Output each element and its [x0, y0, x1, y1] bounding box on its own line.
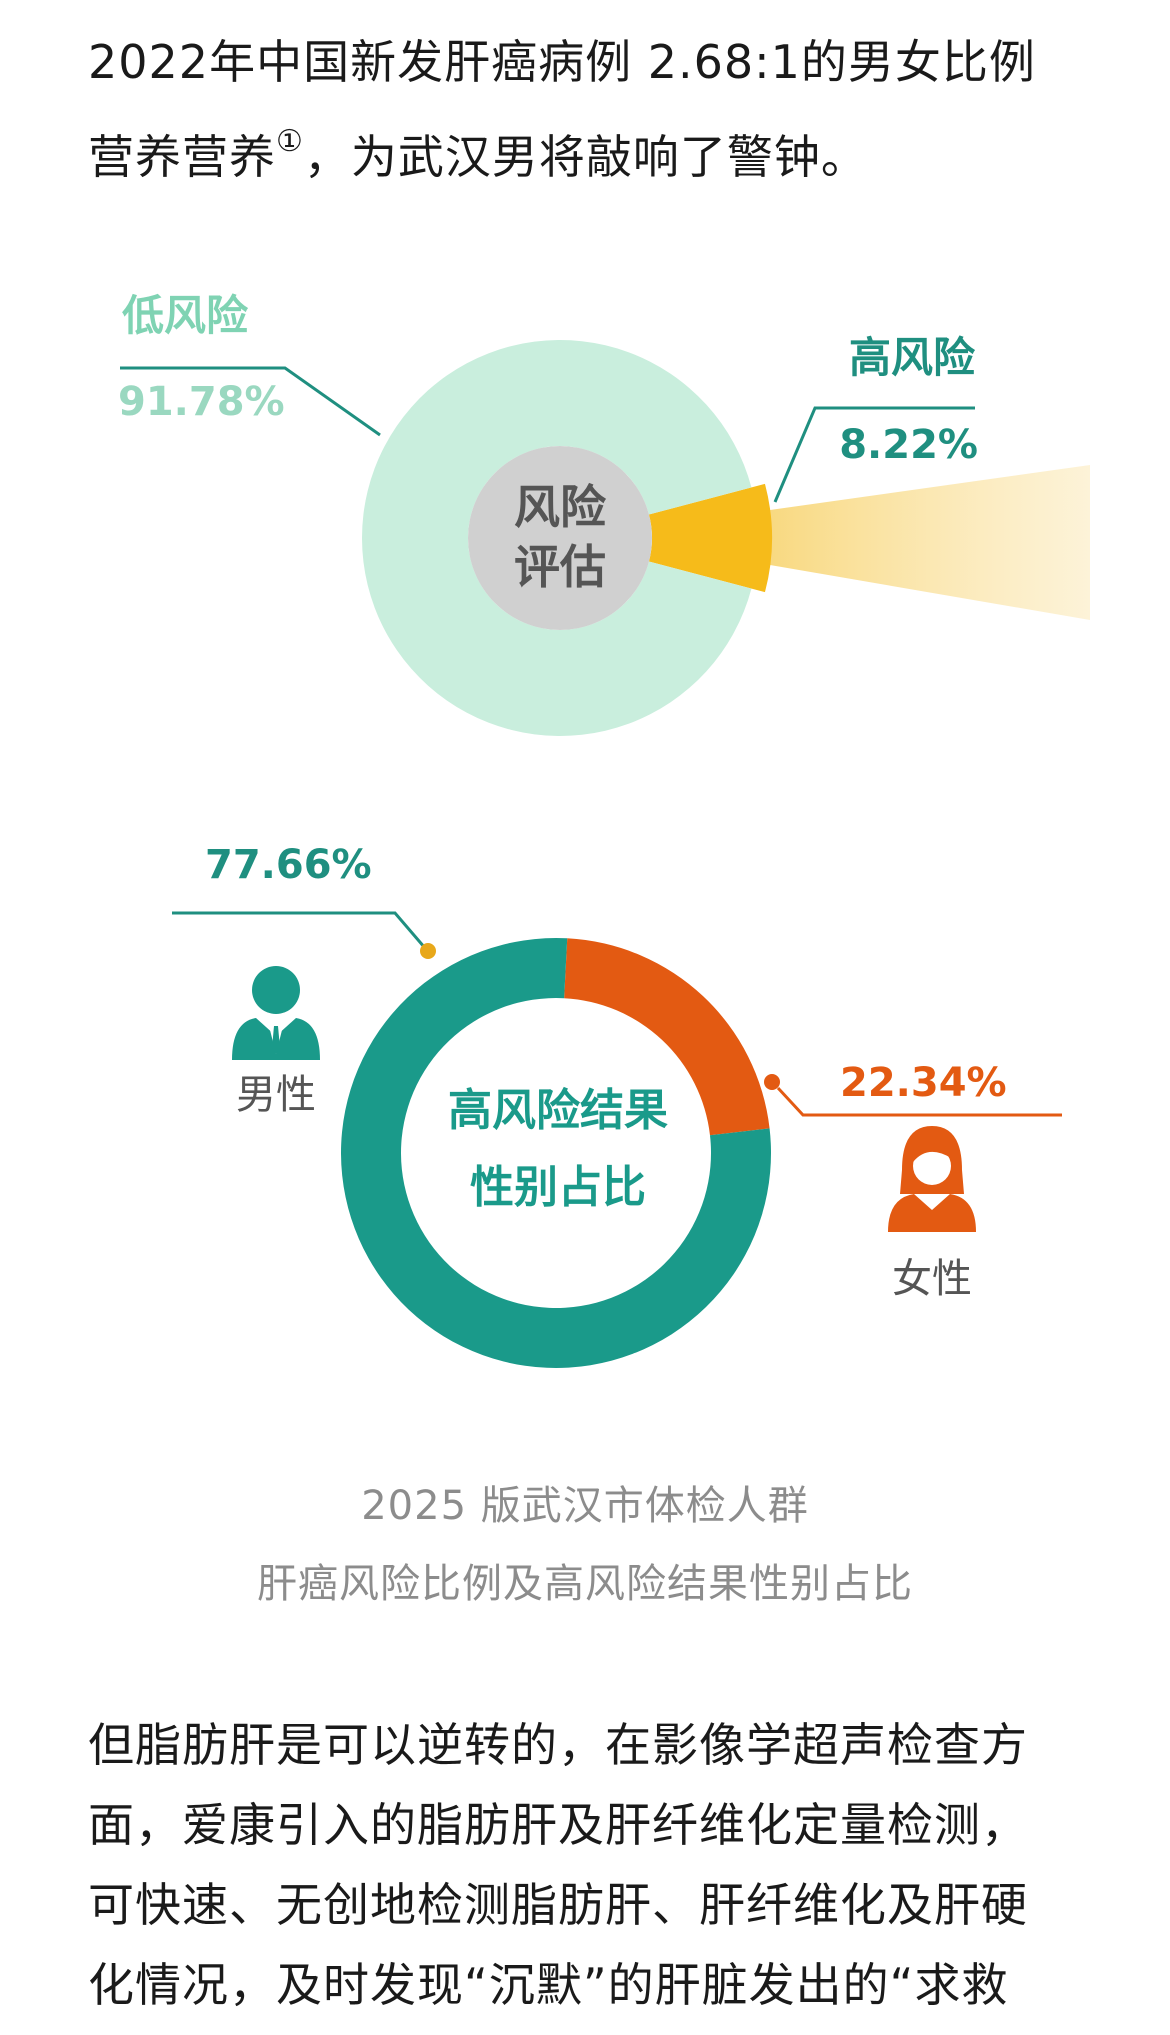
low-risk-value: 91.78% [118, 379, 285, 425]
intro-line-2-start: 营养营养 [88, 130, 276, 184]
body-line-2: 面，爱康引入的脂肪肝及肝纤维化定量检测， [88, 1798, 1028, 1852]
low-risk-leader-line [120, 366, 381, 437]
donut-slice-risk-0 [648, 483, 772, 593]
gender-center-label-2: 性别占比 [470, 1162, 646, 1213]
footnote-marker[interactable]: ① [276, 124, 304, 159]
male-person-icon [232, 966, 320, 1060]
intro-line-2-end: ，为武汉男将敲响了警钟。 [303, 130, 868, 184]
body-line-1: 但脂肪肝是可以逆转的，在影像学超声检查方 [88, 1718, 1028, 1772]
body-paragraph: 但脂肪肝是可以逆转的，在影像学超声检查方 面，爱康引入的脂肪肝及肝纤维化定量检测… [88, 1705, 1088, 2025]
body-line-3: 可快速、无创地检测脂肪肝、肝纤维化及肝硬 [88, 1878, 1028, 1932]
intro-paragraph: 2022年中国新发肝癌病例 2.68:1的男女比例 营养营养①，为武汉男将敲响了… [88, 22, 1088, 197]
risk-donut-slices [362, 339, 772, 737]
donut-slice-gender-0 [564, 938, 770, 1136]
intro-line-1: 2022年中国新发肝癌病例 2.68:1的男女比例 [88, 35, 1036, 89]
male-leader-dot [420, 943, 436, 959]
male-value: 77.66% [205, 842, 372, 888]
risk-center-label-2: 评估 [514, 540, 606, 594]
male-label: 男性 [236, 1072, 316, 1118]
gender-donut-slices [341, 938, 771, 1368]
male-leader-line [172, 911, 427, 949]
low-risk-label: 低风险 [122, 291, 249, 340]
risk-center-circle [468, 446, 652, 630]
intro-line-2: 营养营养①，为武汉男将敲响了警钟。 [88, 102, 1088, 197]
figure-caption: 2025 版武汉市体检人群 肝癌风险比例及高风险结果性别占比 [0, 1467, 1170, 1623]
gender-center-label-1: 高风险结果 [448, 1085, 668, 1136]
female-label: 女性 [892, 1256, 972, 1302]
risk-center-label-1: 风险 [514, 480, 607, 534]
caption-line-2: 肝癌风险比例及高风险结果性别占比 [257, 1561, 913, 1607]
high-risk-leader-line [773, 406, 975, 503]
high-risk-highlight-beam [770, 465, 1090, 620]
high-risk-value: 8.22% [839, 422, 978, 468]
body-line-4: 化情况，及时发现“沉默”的肝脏发出的“求救 [88, 1958, 1009, 2012]
female-leader-line [776, 1086, 1062, 1117]
female-leader-dot [764, 1074, 780, 1090]
female-person-icon [888, 1126, 976, 1232]
donut-slice-risk-1 [362, 339, 752, 737]
female-value: 22.34% [840, 1060, 1007, 1106]
infographic-charts: 风险 评估 低风险 91.78% 高风险 8.22% 高风险结果 性别占比 77… [118, 291, 1090, 1368]
risk-donut-chart: 风险 评估 低风险 91.78% 高风险 8.22% [118, 291, 1090, 737]
caption-line-1: 2025 版武汉市体检人群 [361, 1483, 809, 1529]
gender-donut-chart: 高风险结果 性别占比 77.66% 男性 22.34% 女性 [172, 842, 1062, 1368]
high-risk-label: 高风险 [849, 333, 976, 382]
